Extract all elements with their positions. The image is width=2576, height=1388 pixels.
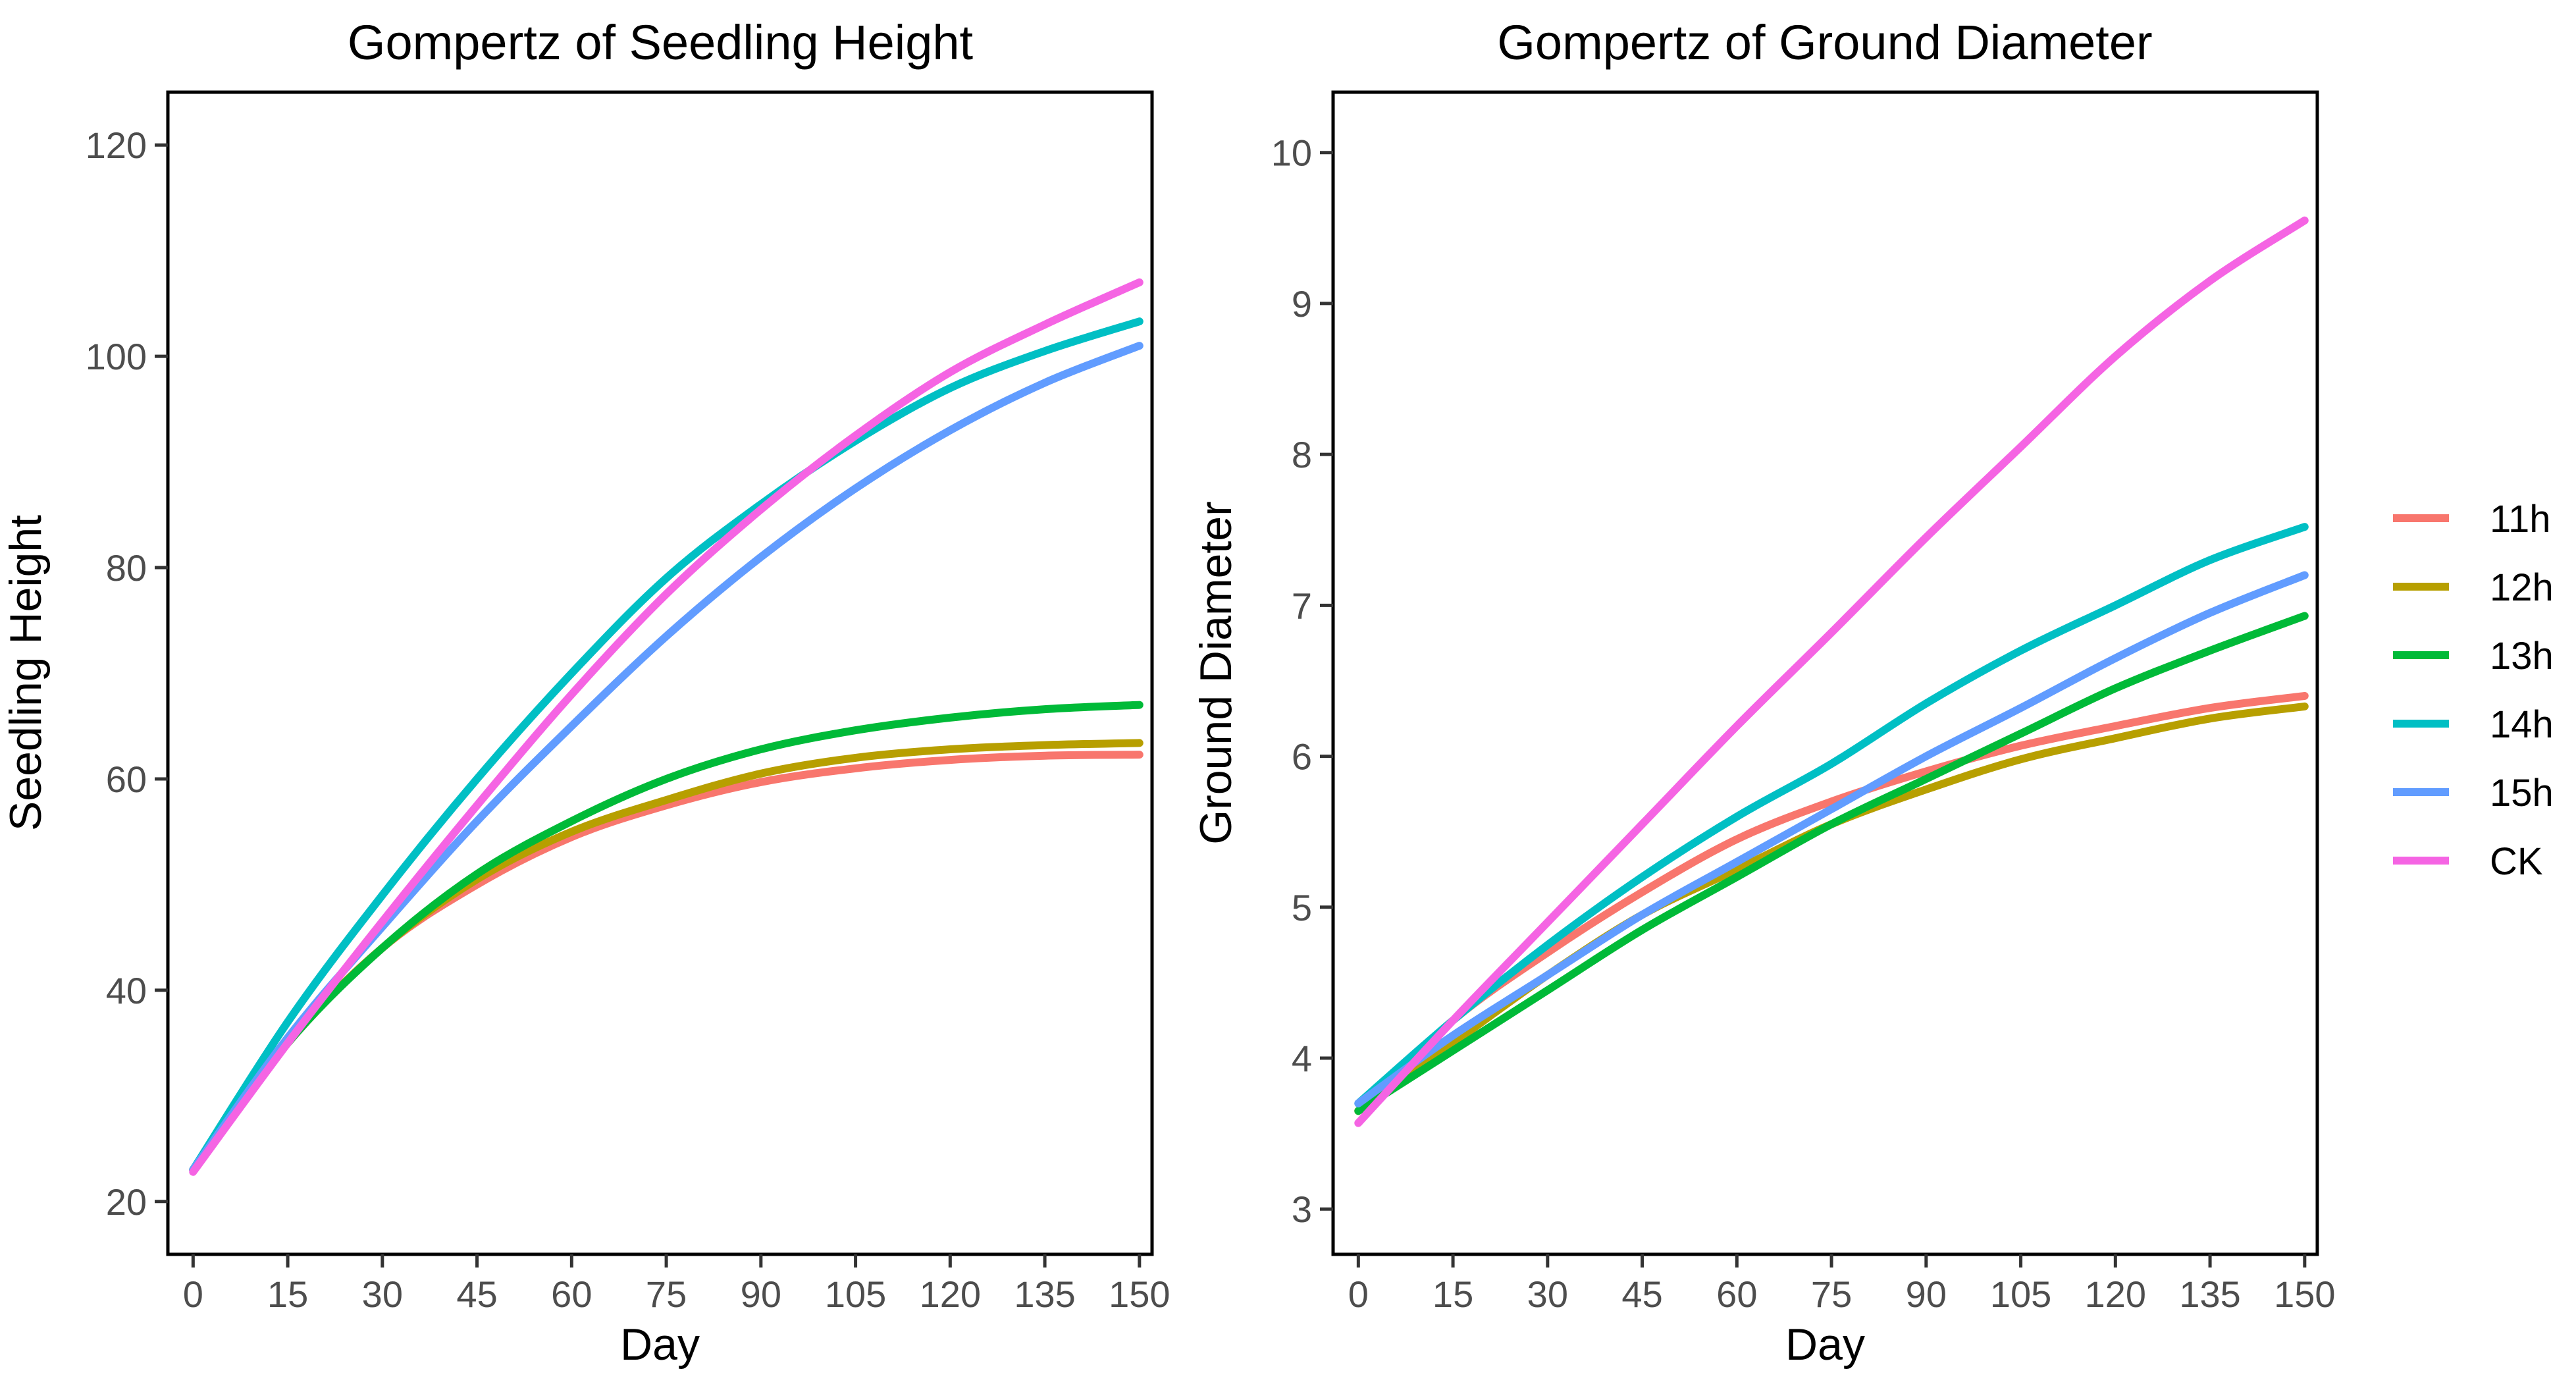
x-axis-label: Day	[620, 1320, 700, 1370]
series-line-14h	[189, 317, 1143, 1174]
legend-label: CK	[2490, 840, 2543, 883]
series-line-14h	[1354, 523, 2309, 1108]
x-tick-label: 105	[825, 1273, 886, 1315]
x-tick-label: 45	[456, 1273, 497, 1315]
legend-item: 13h	[2393, 635, 2554, 678]
x-tick-label: 135	[1014, 1273, 1075, 1315]
legend-item: 12h	[2393, 566, 2554, 609]
x-tick-label: 60	[1716, 1273, 1757, 1315]
x-tick-label: 90	[741, 1273, 781, 1315]
x-axis-label: Day	[1785, 1320, 1865, 1370]
x-tick-label: 135	[2179, 1273, 2240, 1315]
legend-item: 15h	[2393, 772, 2554, 814]
y-tick-label: 120	[86, 124, 147, 166]
chart-panel-1: Gompertz of Seedling Height 20 40 60 80 100 12…	[1, 15, 1170, 1370]
plot-frame	[166, 90, 1154, 1256]
y-tick-label: 80	[106, 547, 147, 589]
x-tick-label: 120	[920, 1273, 981, 1315]
x-tick-label: 0	[183, 1273, 203, 1315]
series-line-11h	[1354, 691, 2309, 1115]
legend: 11h 12h 13h 14h 15h CK	[2393, 498, 2554, 883]
y-tick-label: 10	[1271, 132, 1312, 174]
x-tick-label: 15	[1433, 1273, 1473, 1315]
y-tick-label: 100	[86, 336, 147, 377]
legend-label: 13h	[2490, 635, 2554, 678]
x-tick-label: 90	[1906, 1273, 1947, 1315]
y-tick-label: 9	[1292, 283, 1312, 325]
x-tick-label: 45	[1621, 1273, 1662, 1315]
x-tick-label: 150	[2274, 1273, 2335, 1315]
x-tick-label: 120	[2085, 1273, 2146, 1315]
x-tick-label: 105	[1990, 1273, 2051, 1315]
x-tick-label: 30	[362, 1273, 403, 1315]
y-axis-label: Seedling Height	[1, 515, 51, 831]
y-tick-label: 4	[1292, 1038, 1312, 1079]
y-tick-label: 5	[1292, 887, 1312, 928]
plot-frame	[1331, 90, 2319, 1256]
y-axis-label: Ground Diameter	[1191, 501, 1241, 845]
x-tick-label: 75	[646, 1273, 687, 1315]
legend-label: 11h	[2490, 498, 2550, 541]
x-tick-label: 15	[267, 1273, 308, 1315]
y-tick-label: 40	[106, 970, 147, 1011]
legend-item: 11h	[2393, 498, 2550, 541]
y-tick-label: 60	[106, 759, 147, 800]
x-tick-label: 0	[1348, 1273, 1369, 1315]
y-tick-label: 7	[1292, 585, 1312, 626]
chart-title: Gompertz of Seedling Height	[348, 15, 974, 70]
x-tick-label: 30	[1527, 1273, 1568, 1315]
y-tick-label: 6	[1292, 736, 1312, 778]
series-line-15h	[1354, 571, 2309, 1108]
x-tick-label: 150	[1109, 1273, 1170, 1315]
x-tick-label: 60	[551, 1273, 592, 1315]
legend-item: 14h	[2393, 703, 2554, 746]
legend-item: CK	[2393, 840, 2543, 883]
y-tick-label: 8	[1292, 434, 1312, 475]
chart-title: Gompertz of Ground Diameter	[1497, 15, 2152, 70]
series-line-ck	[1354, 216, 2309, 1127]
y-tick-label: 3	[1292, 1188, 1312, 1230]
x-tick-label: 75	[1811, 1273, 1852, 1315]
legend-label: 14h	[2490, 703, 2554, 746]
series-line-13h	[1354, 612, 2309, 1115]
series-line-13h	[189, 701, 1143, 1174]
legend-label: 15h	[2490, 772, 2554, 814]
legend-label: 12h	[2490, 566, 2554, 609]
series-line-ck	[189, 278, 1143, 1176]
y-tick-label: 20	[106, 1181, 147, 1223]
